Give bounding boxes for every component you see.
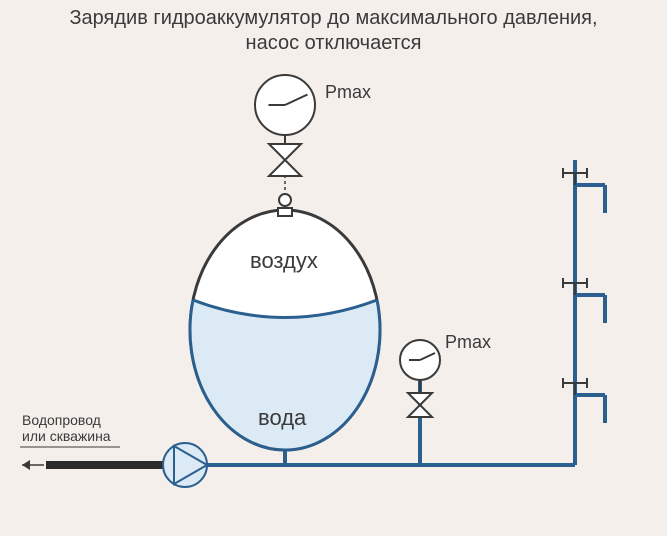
tank-nipple-icon	[279, 194, 291, 206]
label-air: воздух	[250, 248, 318, 274]
label-pmax-side: Pmax	[445, 332, 491, 353]
pump-icon	[163, 443, 207, 487]
title-line1: Зарядив гидроаккумулятор до максимальног…	[69, 7, 597, 29]
label-water: вода	[258, 405, 306, 431]
title-line2: насос отключается	[246, 32, 422, 54]
label-inlet-l2: или скважина	[22, 428, 111, 444]
tank-top-fitting	[278, 208, 292, 216]
label-inlet-l1: Водопровод	[22, 412, 101, 428]
label-pmax-top: Pmax	[325, 82, 371, 103]
